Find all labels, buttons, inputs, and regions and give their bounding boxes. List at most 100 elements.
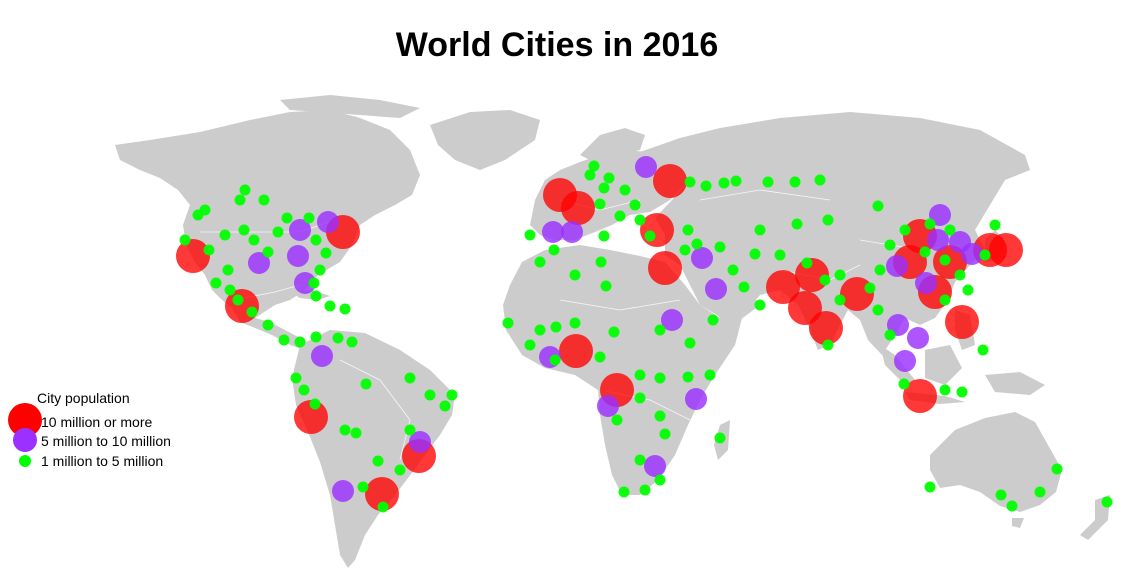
city-marker-medium: [661, 309, 683, 331]
south-america: [292, 330, 455, 568]
city-marker-medium: [542, 221, 564, 243]
city-marker-small: [654, 324, 666, 336]
city-marker-small: [584, 169, 596, 181]
city-marker-small: [919, 246, 931, 258]
city-marker-small: [598, 182, 610, 194]
city-marker-medium: [685, 388, 707, 410]
city-marker-medium: [294, 272, 316, 294]
city-marker-small: [608, 326, 620, 338]
city-marker-small: [294, 336, 306, 348]
city-marker-small: [404, 372, 416, 384]
city-marker-small: [446, 389, 458, 401]
city-marker-small: [372, 455, 384, 467]
city-marker-small: [884, 329, 896, 341]
city-marker-small: [634, 214, 646, 226]
city-marker-small: [714, 432, 726, 444]
city-marker-large: [766, 270, 800, 304]
city-marker-large: [559, 334, 593, 368]
city-marker-small: [822, 339, 834, 351]
city-marker-small: [232, 294, 244, 306]
legend: City population 10 million or more 5 mil…: [8, 390, 171, 469]
city-marker-small: [203, 244, 215, 256]
city-marker-small: [1034, 486, 1046, 498]
city-marker-small: [834, 269, 846, 281]
city-marker-small: [308, 277, 320, 289]
city-marker-small: [377, 501, 389, 513]
city-marker-small: [219, 229, 231, 241]
city-marker-medium: [289, 219, 311, 241]
city-marker-small: [600, 280, 612, 292]
city-marker-small: [939, 254, 951, 266]
city-marker-small: [791, 218, 803, 230]
city-marker-small: [618, 486, 630, 498]
city-marker-small: [595, 256, 607, 268]
city-marker-small: [281, 212, 293, 224]
city-markers: [176, 156, 1113, 513]
city-marker-small: [738, 281, 750, 293]
city-marker-medium: [409, 431, 431, 453]
city-marker-small: [303, 212, 315, 224]
city-marker-small: [962, 284, 974, 296]
city-marker-small: [360, 378, 372, 390]
city-marker-large: [176, 239, 210, 273]
city-marker-small: [332, 332, 344, 344]
city-marker-small: [659, 428, 671, 440]
city-marker-small: [629, 199, 641, 211]
city-marker-small: [1006, 500, 1018, 512]
city-marker-small: [979, 249, 991, 261]
north-america: [115, 110, 420, 320]
city-marker-small: [1101, 496, 1113, 508]
city-marker-medium: [927, 229, 949, 251]
city-marker-small: [262, 319, 274, 331]
city-marker-small: [357, 481, 369, 493]
city-marker-small: [819, 274, 831, 286]
legend-medium-swatch: [13, 428, 37, 452]
city-marker-medium: [907, 327, 929, 349]
city-marker-small: [684, 337, 696, 349]
city-marker-small: [707, 314, 719, 326]
legend-large-swatch: [8, 403, 42, 437]
city-marker-small: [634, 454, 646, 466]
city-marker-small: [594, 351, 606, 363]
borneo: [925, 345, 962, 385]
city-marker-large: [365, 477, 399, 511]
city-marker-small: [727, 264, 739, 276]
city-marker-small: [320, 247, 332, 259]
city-marker-medium: [961, 243, 983, 265]
city-marker-small: [634, 392, 646, 404]
city-marker-small: [899, 224, 911, 236]
city-marker-small: [684, 176, 696, 188]
city-marker-small: [639, 484, 651, 496]
city-marker-small: [619, 184, 631, 196]
map-title: World Cities in 2016: [395, 26, 719, 64]
city-marker-small: [762, 176, 774, 188]
city-marker-small: [272, 226, 284, 238]
city-marker-small: [258, 194, 270, 206]
legend-small-swatch: [19, 455, 31, 467]
city-marker-small: [801, 257, 813, 269]
city-marker-small: [324, 300, 336, 312]
city-marker-small: [339, 303, 351, 315]
city-marker-small: [754, 299, 766, 311]
city-marker-small: [834, 294, 846, 306]
city-marker-small: [749, 248, 761, 260]
city-marker-small: [210, 277, 222, 289]
city-marker-small: [239, 184, 251, 196]
city-marker-small: [524, 229, 536, 241]
city-marker-large: [809, 311, 843, 345]
city-marker-small: [924, 218, 936, 230]
city-marker-small: [569, 269, 581, 281]
city-marker-small: [594, 198, 606, 210]
city-marker-small: [682, 371, 694, 383]
city-marker-medium: [597, 395, 619, 417]
city-marker-small: [700, 180, 712, 192]
city-marker-small: [614, 210, 626, 222]
city-marker-small: [718, 177, 730, 189]
city-marker-small: [439, 400, 451, 412]
city-marker-small: [884, 239, 896, 251]
city-marker-small: [246, 306, 258, 318]
city-marker-small: [654, 372, 666, 384]
arctic-islands: [280, 95, 420, 118]
city-marker-small: [534, 324, 546, 336]
city-marker-small: [298, 384, 310, 396]
